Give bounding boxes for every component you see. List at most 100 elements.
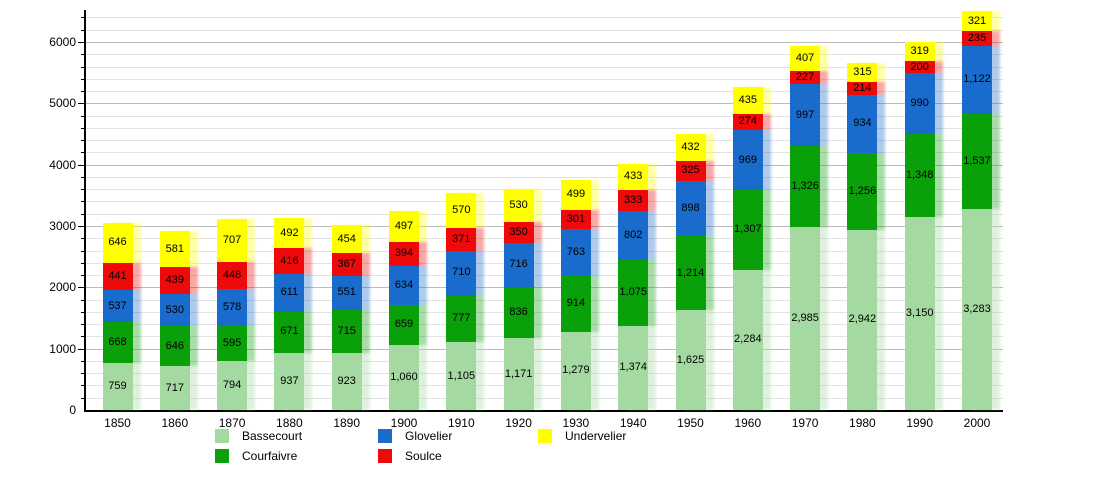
bar-segment-value: 1,060 [390,371,418,383]
bar-segment-bassecourt: 1,105 [446,342,477,410]
y-axis-tick [81,336,84,338]
y-axis-tick [78,42,84,43]
x-tick-label: 1880 [276,416,303,430]
y-grid-minor [86,324,1003,326]
y-axis-tick [81,176,84,178]
bar-segment-courfaivre: 1,326 [790,145,821,227]
bar-1900: 497 394 634 659 1,060 [389,211,419,410]
bar-segment-undervelier: 530 [503,189,534,222]
y-grid-minor [86,115,1003,117]
bar-segment-courfaivre: 1,537 [962,114,992,209]
bar-segment-value: 200 [910,60,929,73]
x-tick-label: 1980 [849,416,876,430]
bar-segment-value: 1,256 [848,184,877,197]
bar-segment-value: 1,374 [619,361,647,374]
bar-segment-soulce: 333 [618,190,649,211]
y-axis-tick [81,140,84,142]
y-tick-label: 0 [69,403,76,417]
bar-segment-bassecourt: 2,985 [790,226,821,410]
bar-segment-soulce: 367 [331,253,362,276]
x-tick-label: 1890 [333,416,361,430]
bar-segment-courfaivre: 1,214 [675,235,706,311]
bar-segment-bassecourt: 2,942 [847,229,878,410]
bar-segment-value: 659 [394,318,414,331]
y-tick-label: 4000 [49,157,76,172]
bar-segment-soulce: 325 [675,160,706,181]
bar-segment-value: 671 [280,325,299,338]
bar-segment-value: 934 [853,117,872,130]
bar-segment-glovelier: 763 [560,228,591,276]
bar-1880: 492 416 611 671 937 [274,218,305,410]
y-axis-tick [81,324,84,326]
x-tick-label: 1920 [505,416,532,430]
bar-segment-value: 433 [624,170,643,183]
bar-1980: 315 214 934 1,256 2,942 [847,62,878,410]
bar-segment-undervelier: 435 [732,86,763,114]
y-grid-minor [86,201,1003,203]
bar-segment-courfaivre: 659 [389,304,419,345]
bar-segment-bassecourt: 717 [159,366,190,410]
x-axis [84,410,1003,412]
bar-segment-value: 611 [280,286,299,299]
y-axis-tick [78,226,84,227]
y-tick-label: 1000 [49,341,76,356]
y-grid-minor [86,78,1003,80]
legend-swatch-soulce [378,449,392,463]
bar-segment-value: 407 [795,51,815,64]
y-tick-label: 2000 [49,280,76,295]
bar-segment-value: 274 [738,115,757,128]
y-grid-minor [86,17,1003,19]
bar-segment-value: 1,625 [676,353,705,366]
bar-segment-value: 759 [108,380,127,393]
y-grid-minor [86,262,1003,264]
bar-segment-soulce: 214 [847,82,878,96]
bar-segment-value: 441 [108,269,127,282]
x-tick-label: 1930 [562,416,590,430]
x-tick-label: 1910 [447,416,475,430]
bar-segment-value: 315 [853,65,872,78]
bar-segment-courfaivre: 836 [503,286,534,339]
y-grid-major [86,103,1003,105]
bar-segment-glovelier: 969 [732,130,763,190]
bar-segment-courfaivre: 646 [159,326,190,367]
bar-segment-value: 492 [280,226,299,239]
y-grid-minor [86,140,1003,142]
bar-segment-soulce: 200 [904,60,935,74]
bar-segment-value: 214 [853,82,872,95]
bar-segment-value: 1,171 [504,367,533,380]
y-grid-minor [86,397,1003,399]
y-axis-tick [78,103,84,105]
bar-segment-undervelier: 432 [675,134,706,161]
bar-segment-undervelier: 315 [847,62,878,83]
y-grid-minor [86,373,1003,375]
bar-1850: 646 441 537 668 759 [102,222,133,410]
bar-1970: 407 227 997 1,326 2,985 [790,45,821,410]
legend-label: Bassecourt [242,429,303,443]
bar-segment-soulce: 235 [962,31,992,46]
y-axis-tick [78,164,84,166]
bar-segment-value: 707 [222,233,242,246]
bar-segment-undervelier: 319 [904,41,935,62]
bar-segment-undervelier: 433 [618,163,649,191]
bar-segment-glovelier: 710 [446,251,477,295]
y-axis-tick [81,189,84,191]
y-axis-tick [81,373,84,375]
bar-segment-courfaivre: 1,256 [847,152,878,230]
bar-segment-soulce: 416 [274,248,305,274]
bar-segment-bassecourt: 2,284 [732,269,763,410]
bar-segment-value: 634 [394,278,414,291]
bar-segment-value: 595 [222,336,242,349]
bar-segment-courfaivre: 914 [560,275,591,332]
y-grid-minor [86,385,1003,387]
bar-1950: 432 325 898 1,214 1,625 [675,134,706,410]
bar-segment-value: 371 [452,233,471,246]
x-tick-label: 2000 [963,416,991,430]
y-grid-minor [86,176,1003,178]
y-axis-tick [81,78,84,80]
bar-segment-value: 435 [738,93,757,106]
y-tick-label: 5000 [49,96,76,111]
bar-segment-undervelier: 454 [331,225,362,254]
bar-segment-value: 937 [280,374,299,387]
bar-segment-soulce: 394 [389,241,419,266]
y-axis-tick [81,262,84,264]
